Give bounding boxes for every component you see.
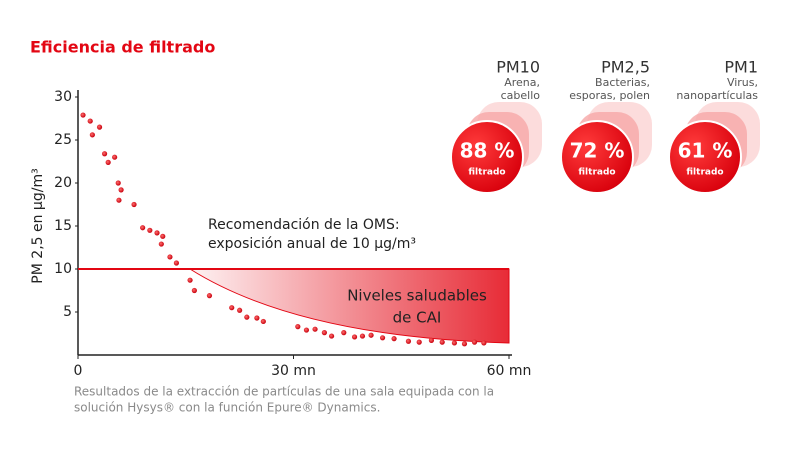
data-point: [173, 260, 180, 266]
badge-description: nanopartículas: [676, 89, 758, 102]
badge-circle: [450, 120, 524, 194]
x-tick-label: 30 mn: [271, 363, 316, 379]
y-tick-label: 20: [54, 175, 72, 191]
zone-label: de CAI: [393, 309, 442, 327]
data-point: [158, 241, 164, 247]
x-tick-label: 0: [74, 363, 83, 379]
y-tick-label: 10: [54, 261, 72, 277]
data-point: [112, 154, 118, 160]
data-point: [368, 332, 374, 338]
badge-sub-label: filtrado: [686, 168, 723, 178]
data-point: [359, 333, 366, 339]
data-point: [391, 336, 397, 342]
data-point: [481, 340, 487, 346]
data-point: [260, 318, 266, 325]
data-point: [116, 197, 122, 203]
data-point: [160, 233, 166, 239]
data-point: [115, 180, 121, 186]
badge-description: Arena,: [504, 76, 540, 89]
data-point: [303, 327, 310, 333]
data-point: [101, 151, 108, 157]
data-point: [379, 335, 386, 341]
data-point: [105, 159, 111, 165]
data-point: [131, 201, 137, 208]
caption: solución Hysys® con la función Epure® Dy…: [74, 401, 380, 415]
data-point: [206, 293, 213, 299]
data-point: [229, 305, 235, 311]
y-tick-label: 5: [63, 304, 72, 320]
data-point: [187, 277, 193, 283]
data-point: [321, 330, 327, 336]
data-point: [351, 334, 358, 340]
badge-description: esporas, polen: [569, 89, 650, 102]
data-point: [147, 227, 153, 233]
y-tick-label: 30: [54, 89, 72, 105]
data-point: [416, 339, 422, 345]
y-tick-label: 15: [54, 218, 72, 234]
data-point: [428, 337, 435, 343]
data-point: [80, 112, 86, 118]
data-point: [191, 287, 197, 294]
data-point: [461, 341, 468, 347]
data-point: [471, 339, 478, 345]
data-point: [312, 326, 318, 332]
data-point: [254, 315, 260, 321]
badge-circle: [560, 120, 634, 194]
caption: Resultados de la extracción de partícula…: [74, 385, 494, 399]
badge-description: Bacterias,: [595, 76, 650, 89]
data-point: [244, 314, 250, 320]
data-point: [118, 187, 124, 193]
badge-description: cabello: [501, 89, 541, 102]
data-point: [140, 225, 146, 231]
zone-label: Niveles saludables: [347, 287, 487, 305]
reference-label: exposición anual de 10 µg/m³: [208, 236, 416, 252]
data-point: [154, 230, 160, 236]
badge-value: 88 %: [460, 139, 515, 163]
badge-sub-label: filtrado: [578, 168, 615, 178]
data-point: [96, 124, 103, 130]
data-point: [341, 330, 347, 336]
data-point: [439, 339, 445, 345]
x-tick-label: 60 mn: [487, 363, 532, 379]
data-point: [328, 333, 335, 339]
chart-title: Eficiencia de filtrado: [30, 38, 215, 57]
data-point: [237, 307, 243, 313]
data-point: [295, 324, 301, 330]
badge-circle: [668, 120, 742, 194]
badge-name: PM1: [724, 58, 758, 77]
data-point: [167, 254, 173, 260]
data-point: [89, 132, 95, 138]
badge-name: PM10: [496, 58, 540, 77]
data-point: [405, 338, 412, 344]
data-point: [451, 340, 458, 346]
badge-name: PM2,5: [601, 58, 650, 77]
badge-sub-label: filtrado: [468, 168, 505, 178]
healthy-zone: [188, 268, 510, 344]
badge-description: Virus,: [727, 76, 758, 89]
reference-label: Recomendación de la OMS:: [208, 217, 400, 233]
badge-value: 72 %: [570, 139, 625, 163]
y-axis-label: PM 2,5 en µg/m³: [30, 168, 46, 283]
y-tick-label: 25: [54, 132, 72, 148]
badge-value: 61 %: [678, 139, 733, 163]
data-point: [87, 118, 93, 124]
